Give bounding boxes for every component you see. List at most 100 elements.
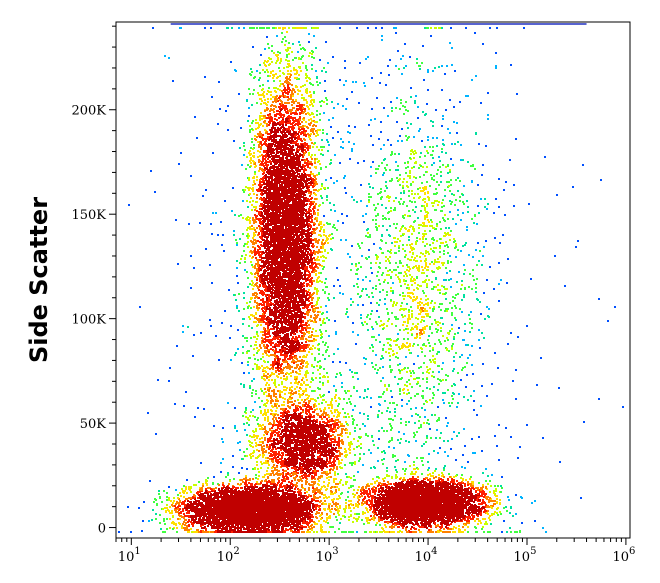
event-point xyxy=(172,505,174,507)
event-point xyxy=(273,498,275,500)
event-point xyxy=(330,526,332,528)
event-point xyxy=(202,530,204,532)
event-point xyxy=(319,515,321,517)
event-point xyxy=(404,479,406,481)
event-point xyxy=(423,524,425,526)
event-point xyxy=(199,518,201,520)
event-point xyxy=(221,488,223,490)
event-point xyxy=(234,507,236,509)
event-point xyxy=(194,531,196,533)
event-point xyxy=(242,521,244,523)
event-point xyxy=(321,529,323,531)
event-point xyxy=(224,510,226,512)
event-point xyxy=(250,514,252,516)
event-point xyxy=(177,511,179,513)
event-point xyxy=(185,488,187,490)
event-point xyxy=(375,524,377,526)
event-point xyxy=(186,506,188,508)
event-point xyxy=(260,482,262,484)
event-point xyxy=(294,516,296,518)
event-point xyxy=(256,481,258,483)
event-point xyxy=(311,516,313,518)
event-point xyxy=(253,511,255,513)
event-point xyxy=(247,496,249,498)
event-point xyxy=(264,498,266,500)
event-point xyxy=(304,516,306,518)
event-point xyxy=(260,488,262,490)
event-point xyxy=(485,521,487,523)
event-point xyxy=(259,508,261,510)
event-point xyxy=(188,512,190,514)
event-point xyxy=(345,505,347,507)
event-point xyxy=(219,501,221,503)
event-point xyxy=(229,504,231,506)
event-point xyxy=(480,514,482,516)
event-point xyxy=(287,523,289,525)
event-point xyxy=(353,507,355,509)
event-point xyxy=(190,486,192,488)
event-point xyxy=(212,512,214,514)
event-point xyxy=(292,527,294,529)
event-point xyxy=(214,493,216,495)
event-point xyxy=(183,496,185,498)
event-point xyxy=(227,474,229,476)
event-point xyxy=(246,492,248,494)
event-point xyxy=(225,487,227,489)
event-point xyxy=(300,518,302,520)
event-point xyxy=(236,515,238,517)
event-point xyxy=(228,524,230,526)
event-point xyxy=(245,496,247,498)
event-point xyxy=(408,488,410,490)
event-point xyxy=(309,521,311,523)
event-point xyxy=(355,503,357,505)
event-point xyxy=(202,496,204,498)
event-point xyxy=(298,521,300,523)
event-point xyxy=(239,509,241,511)
event-point xyxy=(413,468,415,470)
event-point xyxy=(226,524,228,526)
event-point xyxy=(257,478,259,480)
event-point xyxy=(285,485,287,487)
event-point xyxy=(467,526,469,528)
event-point xyxy=(172,516,174,518)
event-point xyxy=(281,515,283,517)
event-point xyxy=(245,512,247,514)
event-point xyxy=(374,517,376,519)
event-point xyxy=(471,500,473,502)
event-point xyxy=(193,508,195,510)
event-point xyxy=(283,496,285,498)
event-point xyxy=(212,482,214,484)
event-point xyxy=(186,498,188,500)
event-point xyxy=(247,517,249,519)
event-point xyxy=(468,522,470,524)
event-point xyxy=(319,508,321,510)
event-point xyxy=(244,483,246,485)
event-point xyxy=(361,519,363,521)
event-point xyxy=(277,508,279,510)
event-point xyxy=(485,504,487,506)
event-point xyxy=(163,518,165,520)
event-point xyxy=(278,512,280,514)
event-point xyxy=(194,495,196,497)
event-point xyxy=(296,523,298,525)
event-point xyxy=(327,508,329,510)
event-point xyxy=(221,497,223,499)
event-point xyxy=(260,492,262,494)
event-point xyxy=(179,508,181,510)
event-point xyxy=(288,502,290,504)
event-point xyxy=(240,483,242,485)
event-point xyxy=(254,496,256,498)
event-point xyxy=(225,527,227,529)
event-point xyxy=(309,531,311,533)
event-point xyxy=(186,479,188,481)
event-point xyxy=(291,521,293,523)
event-point xyxy=(435,485,437,487)
event-point xyxy=(391,477,393,479)
event-point xyxy=(356,492,358,494)
event-point xyxy=(244,520,246,522)
event-point xyxy=(411,511,413,513)
event-point xyxy=(277,517,279,519)
event-point xyxy=(355,505,357,507)
event-point xyxy=(227,491,229,493)
